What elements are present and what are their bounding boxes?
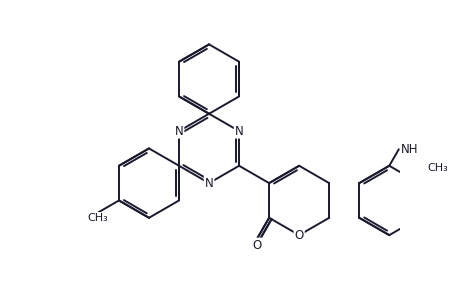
Text: CH₃: CH₃ [427, 163, 448, 173]
Text: N: N [175, 125, 183, 138]
Text: O: O [253, 239, 262, 252]
Text: CH₃: CH₃ [87, 213, 108, 223]
Text: O: O [294, 229, 304, 242]
Text: NH: NH [400, 143, 418, 156]
Text: N: N [235, 125, 243, 138]
Text: N: N [205, 177, 213, 190]
